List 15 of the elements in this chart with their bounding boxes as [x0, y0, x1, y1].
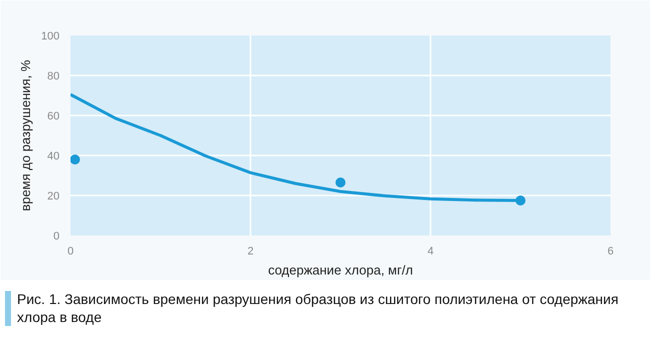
- y-tick-label: 40: [47, 150, 60, 162]
- x-tick-label: 0: [67, 246, 74, 258]
- x-axis-title: содержание хлора, мг/л: [268, 262, 413, 278]
- point: [70, 154, 80, 164]
- x-tick-label: 6: [607, 246, 614, 258]
- y-tick-label: 20: [47, 190, 60, 202]
- point: [336, 178, 346, 188]
- y-tick-label: 100: [41, 30, 60, 42]
- x-tick-label: 4: [427, 246, 434, 258]
- y-axis-title: время до разрушения, %: [18, 59, 34, 212]
- y-tick-label: 60: [47, 110, 60, 122]
- text: Рис. 1. Зависимость времени разрушения образцов из сшитого полиэтилена от содержания хлора в воде: [17, 291, 620, 326]
- y-tick-label: 0: [53, 230, 60, 242]
- y-tick-label: 80: [47, 70, 60, 82]
- x-tick-label: 2: [247, 246, 254, 258]
